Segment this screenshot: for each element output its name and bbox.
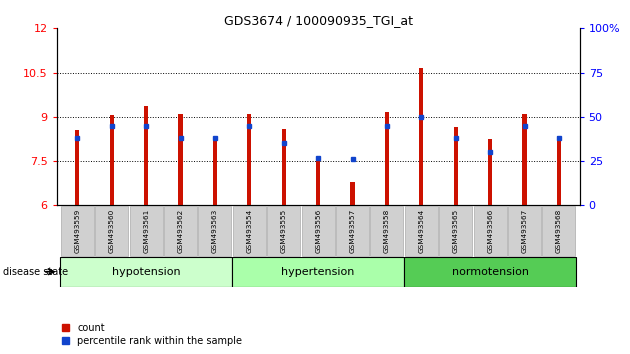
Bar [75,130,79,205]
Text: GSM493555: GSM493555 [281,209,287,253]
Bar [248,114,251,205]
Bar [385,113,389,205]
Text: GSM493565: GSM493565 [453,209,459,253]
Text: GSM493558: GSM493558 [384,209,390,253]
Text: GSM493568: GSM493568 [556,209,562,253]
Text: GSM493557: GSM493557 [350,209,355,253]
Bar [110,115,114,205]
Text: GSM493556: GSM493556 [315,209,321,253]
Bar [522,114,527,205]
FancyBboxPatch shape [60,257,232,287]
Text: GSM493562: GSM493562 [178,209,183,253]
Bar [282,129,286,205]
Bar [316,161,320,205]
FancyBboxPatch shape [542,206,575,256]
Bar [178,114,183,205]
FancyBboxPatch shape [233,206,266,256]
FancyBboxPatch shape [439,206,472,256]
FancyBboxPatch shape [267,206,301,256]
Bar [557,136,561,205]
Text: GSM493567: GSM493567 [522,209,527,253]
Text: GSM493559: GSM493559 [74,209,81,253]
FancyBboxPatch shape [130,206,163,256]
Title: GDS3674 / 100090935_TGI_at: GDS3674 / 100090935_TGI_at [224,14,413,27]
FancyBboxPatch shape [95,206,129,256]
Bar [454,127,458,205]
FancyBboxPatch shape [198,206,231,256]
FancyBboxPatch shape [302,206,335,256]
Bar [350,182,355,205]
Text: GSM493554: GSM493554 [246,209,253,253]
FancyBboxPatch shape [336,206,369,256]
FancyBboxPatch shape [232,257,404,287]
FancyBboxPatch shape [405,206,438,256]
Text: GSM493560: GSM493560 [109,209,115,253]
Text: hypertension: hypertension [282,267,355,277]
FancyBboxPatch shape [61,206,94,256]
Text: disease state: disease state [3,267,68,276]
FancyBboxPatch shape [508,206,541,256]
Text: GSM493564: GSM493564 [418,209,425,253]
FancyBboxPatch shape [370,206,403,256]
Text: hypotension: hypotension [112,267,180,277]
FancyBboxPatch shape [474,206,507,256]
FancyBboxPatch shape [164,206,197,256]
FancyBboxPatch shape [404,257,576,287]
Text: GSM493561: GSM493561 [143,209,149,253]
Bar [420,68,423,205]
Text: normotension: normotension [452,267,529,277]
Text: GSM493566: GSM493566 [487,209,493,253]
Legend: count, percentile rank within the sample: count, percentile rank within the sample [62,323,242,346]
Text: GSM493563: GSM493563 [212,209,218,253]
Bar [144,107,148,205]
Bar [213,137,217,205]
Bar [488,139,492,205]
